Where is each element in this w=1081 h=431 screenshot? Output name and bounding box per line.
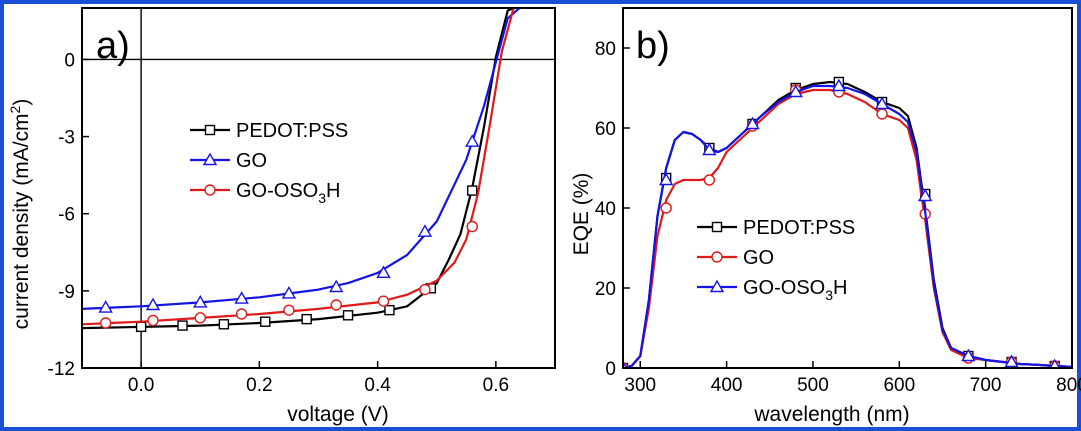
panel-a-point-go-oso3h [466, 220, 478, 233]
panel-a-point-go [376, 265, 391, 279]
panel-a-point-go [281, 286, 297, 299]
panel-b-x-tick-label: 300 [624, 375, 656, 396]
panel-b-point-go [703, 174, 716, 186]
panel-b-point-go-oso3h [918, 188, 933, 202]
panel-a-y-axis-label-main: current density (mA/cm [10, 113, 33, 329]
panel-a-y-axis-label-tail: ) [10, 99, 33, 106]
panel-a-point-pedot-pss [218, 319, 230, 330]
panel-b: 300 400 500 600 700 800 0 20 40 60 80 b) wavelengt… [570, 7, 1081, 426]
panel-b-y-tick-label: 60 [595, 119, 616, 140]
panel-b-point-go-oso3h [788, 84, 803, 98]
panel-b-x-tick-label: 400 [711, 375, 743, 396]
panel-a-point-go [329, 279, 344, 293]
panel-a-point-pedot-pss [301, 313, 312, 325]
panel-b-y-axis-label: EQE (%) [570, 173, 593, 256]
panel-a-y-axis-label-sup: 2 [7, 105, 23, 113]
panel-a-point-go-oso3h [330, 299, 342, 311]
panel-b-x-tick-label: 800 [1056, 375, 1081, 396]
panel-a-point-go-oso3h [194, 312, 206, 324]
panel-a-legend-label-go: GO [236, 150, 267, 172]
panel-a-point-pedot-pss [177, 320, 188, 331]
panel-a-point-go-oso3h [283, 304, 295, 316]
panel-b-ticks: 300 400 500 600 700 800 0 20 40 60 80 [595, 39, 1081, 396]
panel-b-point-go-oso3h [1049, 358, 1061, 368]
panel-b-legend-marker-go [711, 251, 723, 263]
panel-a-reference-lines [82, 8, 555, 368]
panel-a-point-go-oso3h [235, 308, 248, 320]
panel-b-y-tick-label: 40 [595, 199, 616, 220]
panel-b-x-tick-label: 700 [970, 375, 1002, 396]
panel-a-point-go [465, 134, 480, 147]
panel-a-x-tick-label: 0.2 [246, 375, 272, 396]
panel-b-legend-label-go-oso3h: GO-OSO3H [743, 277, 847, 303]
panel-a-legend: PEDOT:PSS GO GO-OSO3H [190, 120, 348, 206]
panel-a-label: a) [96, 25, 130, 67]
panel-a-y-axis-label: current density (mA/cm2) [7, 99, 33, 330]
panel-a-legend-marker-go [202, 152, 218, 166]
panel-a-legend-label-go-oso3h: GO-OSO3H [236, 180, 340, 206]
panel-a-point-go-oso3h [377, 295, 390, 307]
panel-b-point-go-oso3h [745, 116, 760, 130]
panel-a-point-pedot-pss [135, 321, 147, 333]
panel-a-point-pedot-pss [467, 185, 478, 196]
panel-b-legend-label-pedot-pss: PEDOT:PSS [743, 217, 855, 239]
panel-b-point-go [876, 108, 888, 120]
panel-a-legend-marker-go-oso3h [204, 184, 216, 196]
panel-a-point-go [98, 300, 113, 313]
panel-a-ticks: 0.0 0.2 0.4 0.6 0 -3 -6 -9 -12 [48, 50, 510, 396]
panel-a-series [82, 8, 521, 333]
panel-b-y-tick-label: 20 [595, 279, 616, 300]
panel-a-y-tick-label: -12 [48, 359, 75, 380]
panel-b-x-tick-label: 500 [797, 375, 829, 396]
panel-a-point-pedot-pss [342, 310, 354, 321]
panel-b-legend-marker-go-oso3h [709, 279, 725, 293]
panel-b-legend-label-go: GO [743, 247, 774, 269]
panel-b-legend: PEDOT:PSS GO GO-OSO3H [697, 217, 855, 303]
panel-a-legend-marker-pedot-pss [204, 124, 216, 136]
panel-a-x-tick-label: 0.0 [128, 375, 154, 396]
panel-a-point-go-oso3h [147, 314, 159, 327]
panel-b-point-go [660, 202, 672, 214]
panel-b-y-tick-label: 80 [595, 39, 616, 60]
panel-b-point-go-oso3h [1004, 354, 1019, 368]
panel-a-point-pedot-pss [260, 316, 271, 327]
panel-a-x-axis-label: voltage (V) [287, 403, 389, 426]
panel-b-point-go-oso3h [831, 78, 847, 92]
panel-a-point-go-oso3h [419, 283, 431, 296]
panel-b-x-axis-label: wavelength (nm) [753, 403, 909, 426]
panel-a-point-go [193, 295, 208, 308]
panel-b-y-tick-label: 0 [605, 359, 616, 380]
panel-a-x-tick-label: 0.4 [364, 375, 391, 396]
panel-a-x-tick-label: 0.6 [483, 375, 509, 396]
panel-b-x-tick-label: 600 [883, 375, 915, 396]
panel-a-y-tick-label: 0 [64, 50, 75, 71]
panel-b-legend-marker-pedot-pss [711, 221, 723, 233]
panel-b-point-go-oso3h [702, 142, 717, 156]
panel-a-y-tick-label: -3 [58, 128, 75, 149]
panel-a-point-go [145, 297, 161, 311]
panel-b-point-go-oso3h [961, 348, 976, 362]
panel-b-point-go-oso3h [658, 172, 674, 186]
panel-a-point-go-oso3h [99, 317, 112, 329]
panel-a-plot-area [81, 7, 556, 369]
panel-a-series-line-go [82, 8, 521, 310]
panel-b-plot-area [622, 7, 1073, 369]
panel-b-point-go-oso3h [874, 96, 890, 110]
panel-a-point-pedot-pss [384, 304, 395, 316]
panel-b-label: b) [636, 25, 670, 67]
panel-a-series-line-go-oso3h [82, 8, 515, 326]
panel-a-legend-label-pedot-pss: PEDOT:PSS [236, 120, 348, 142]
panel-a: 0.0 0.2 0.4 0.6 0 -3 -6 -9 -12 a) voltage (V) cu… [7, 7, 556, 426]
panel-a-series-line-pedot-pss [82, 8, 515, 330]
panel-a-point-go [234, 291, 249, 304]
panel-b-series [623, 76, 1072, 368]
panel-a-y-tick-label: -6 [58, 205, 75, 226]
panel-a-y-tick-label: -9 [58, 282, 75, 303]
panel-a-point-go [417, 224, 433, 237]
